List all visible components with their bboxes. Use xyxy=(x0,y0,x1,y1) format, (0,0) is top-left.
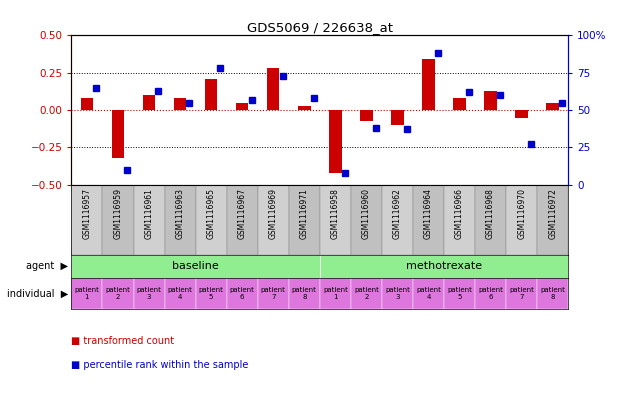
Text: GSM1116967: GSM1116967 xyxy=(238,188,247,239)
Bar xyxy=(134,185,165,255)
Text: GSM1116964: GSM1116964 xyxy=(424,188,433,239)
Text: patient
3: patient 3 xyxy=(385,287,410,300)
Bar xyxy=(391,110,404,125)
Bar xyxy=(413,278,444,309)
Text: patient
8: patient 8 xyxy=(540,287,565,300)
Bar xyxy=(258,185,289,255)
Text: patient
1: patient 1 xyxy=(323,287,348,300)
Bar xyxy=(475,278,506,309)
Text: baseline: baseline xyxy=(172,261,219,272)
Text: patient
2: patient 2 xyxy=(106,287,130,300)
Bar xyxy=(236,103,248,110)
Bar xyxy=(320,255,568,278)
Bar xyxy=(227,278,258,309)
Bar xyxy=(71,185,102,255)
Title: GDS5069 / 226638_at: GDS5069 / 226638_at xyxy=(247,21,393,34)
Text: GSM1116960: GSM1116960 xyxy=(362,188,371,239)
Bar xyxy=(71,278,102,309)
Bar xyxy=(515,110,528,118)
Text: methotrexate: methotrexate xyxy=(406,261,482,272)
Bar xyxy=(506,278,537,309)
Text: GSM1116962: GSM1116962 xyxy=(393,188,402,239)
Bar xyxy=(196,278,227,309)
Bar xyxy=(475,185,506,255)
Text: patient
2: patient 2 xyxy=(354,287,379,300)
Bar xyxy=(351,278,382,309)
Bar xyxy=(134,278,165,309)
Bar xyxy=(320,185,351,255)
Text: patient
1: patient 1 xyxy=(75,287,99,300)
Bar xyxy=(258,278,289,309)
Bar xyxy=(267,68,279,110)
Text: agent  ▶: agent ▶ xyxy=(26,261,68,272)
Bar xyxy=(196,185,227,255)
Bar xyxy=(382,185,413,255)
Bar xyxy=(320,278,351,309)
Bar xyxy=(165,185,196,255)
Text: patient
6: patient 6 xyxy=(230,287,255,300)
Text: GSM1116972: GSM1116972 xyxy=(548,188,557,239)
Text: ■ percentile rank within the sample: ■ percentile rank within the sample xyxy=(71,360,249,369)
Bar xyxy=(422,59,435,110)
Text: patient
6: patient 6 xyxy=(478,287,503,300)
Text: GSM1116959: GSM1116959 xyxy=(114,188,122,239)
Bar xyxy=(382,278,413,309)
Bar xyxy=(484,91,497,110)
Bar xyxy=(453,98,466,110)
Text: patient
4: patient 4 xyxy=(416,287,441,300)
Text: patient
3: patient 3 xyxy=(137,287,161,300)
Text: patient
8: patient 8 xyxy=(292,287,317,300)
Bar xyxy=(444,278,475,309)
Bar xyxy=(444,185,475,255)
Text: GSM1116965: GSM1116965 xyxy=(207,188,215,239)
Bar xyxy=(102,278,134,309)
Bar xyxy=(174,98,186,110)
Text: GSM1116958: GSM1116958 xyxy=(331,188,340,239)
Bar xyxy=(537,185,568,255)
Text: GSM1116963: GSM1116963 xyxy=(176,188,184,239)
Text: patient
5: patient 5 xyxy=(199,287,224,300)
Text: GSM1116957: GSM1116957 xyxy=(83,188,91,239)
Bar xyxy=(227,185,258,255)
Bar xyxy=(506,185,537,255)
Text: GSM1116970: GSM1116970 xyxy=(517,188,526,239)
Bar xyxy=(329,110,342,173)
Bar xyxy=(360,110,373,121)
Bar xyxy=(81,98,93,110)
Text: GSM1116969: GSM1116969 xyxy=(269,188,278,239)
Bar xyxy=(71,255,320,278)
Text: patient
4: patient 4 xyxy=(168,287,193,300)
Bar xyxy=(205,79,217,110)
Bar xyxy=(351,185,382,255)
Bar xyxy=(112,110,124,158)
Text: patient
5: patient 5 xyxy=(447,287,472,300)
Bar xyxy=(298,106,310,110)
Text: individual  ▶: individual ▶ xyxy=(7,288,68,298)
Text: patient
7: patient 7 xyxy=(509,287,534,300)
Bar xyxy=(165,278,196,309)
Bar xyxy=(537,278,568,309)
Bar xyxy=(546,103,559,110)
Text: patient
7: patient 7 xyxy=(261,287,286,300)
Bar xyxy=(143,95,155,110)
Bar xyxy=(289,185,320,255)
Text: GSM1116961: GSM1116961 xyxy=(145,188,153,239)
Text: GSM1116971: GSM1116971 xyxy=(300,188,309,239)
Text: GSM1116966: GSM1116966 xyxy=(455,188,464,239)
Bar xyxy=(289,278,320,309)
Text: GSM1116968: GSM1116968 xyxy=(486,188,495,239)
Bar xyxy=(413,185,444,255)
Text: ■ transformed count: ■ transformed count xyxy=(71,336,175,346)
Bar xyxy=(102,185,134,255)
